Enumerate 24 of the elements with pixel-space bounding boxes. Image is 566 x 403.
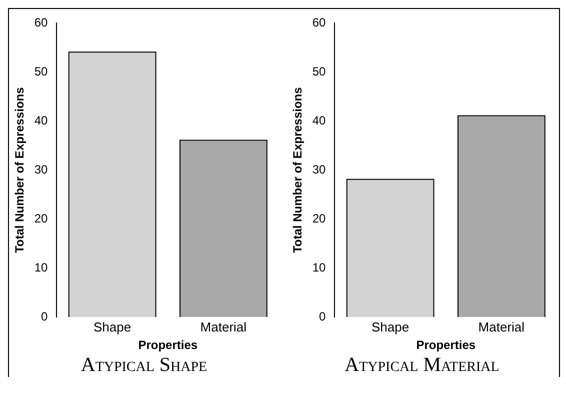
x-tick-label: Shape — [94, 319, 132, 334]
y-tick-label: 30 — [312, 162, 326, 176]
y-tick-label: 50 — [34, 64, 48, 78]
text: Atypical Shape — [80, 353, 208, 377]
y-tick-label: 40 — [312, 113, 326, 128]
y-tick-label: 60 — [34, 16, 48, 30]
y-axis-title: Total Number of Expressions — [12, 86, 27, 254]
x-axis-title: Properties — [416, 338, 476, 352]
x-tick-label: Material — [478, 319, 525, 334]
y-tick-label: 40 — [34, 113, 48, 128]
y-tick-label: 0 — [41, 309, 48, 324]
x-tick-label: Shape — [372, 319, 410, 334]
y-tick-label: 20 — [34, 211, 48, 226]
x-axis-title: Properties — [138, 338, 198, 352]
x-tick-label: Material — [200, 319, 247, 334]
y-tick-label: 50 — [312, 64, 326, 78]
y-tick-label: 30 — [34, 162, 48, 176]
y-tick-label: 0 — [319, 309, 326, 324]
y-tick-label: 10 — [34, 260, 48, 274]
y-tick-label: 60 — [312, 16, 326, 30]
y-axis-title: Total Number of Expressions — [290, 86, 305, 254]
y-tick-label: 10 — [312, 260, 326, 274]
y-tick-label: 20 — [312, 211, 326, 226]
text: Atypical Material — [344, 353, 500, 377]
